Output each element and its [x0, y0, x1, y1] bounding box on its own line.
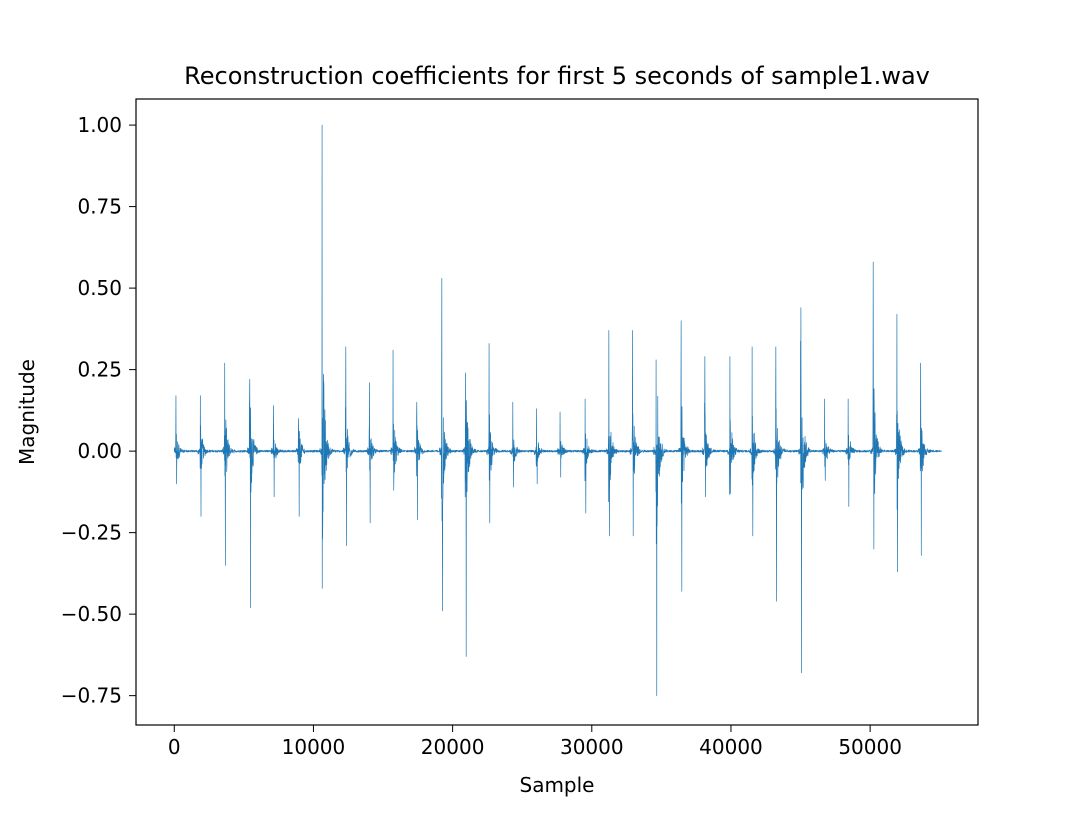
x-tick-label: 30000	[560, 735, 624, 759]
signal-line	[173, 124, 942, 697]
chart-title: Reconstruction coefficients for first 5 …	[184, 62, 930, 90]
y-tick-label: 0.50	[77, 276, 122, 300]
x-tick-label: 40000	[699, 735, 763, 759]
signal-series	[173, 124, 942, 697]
y-axis-label: Magnitude	[15, 359, 39, 465]
x-axis-label: Sample	[520, 773, 595, 797]
y-tick-label: −0.75	[61, 684, 122, 708]
x-tick-label: 10000	[282, 735, 346, 759]
y-tick-label: 0.25	[77, 358, 122, 382]
x-tick-label: 0	[168, 735, 181, 759]
y-axis: −0.75 −0.50 −0.25 0.00 0.25 0.50 0.75 1.00	[61, 113, 136, 708]
y-tick-label: −0.25	[61, 521, 122, 545]
y-tick-label: 0.00	[77, 439, 122, 463]
plot-area-frame	[135, 98, 979, 726]
x-tick-label: 20000	[421, 735, 485, 759]
x-tick-label: 50000	[838, 735, 902, 759]
y-tick-label: 0.75	[77, 195, 122, 219]
y-tick-label: −0.50	[61, 602, 122, 626]
x-axis: 0 10000 20000 30000 40000 50000	[168, 725, 902, 759]
y-tick-label: 1.00	[77, 113, 122, 137]
